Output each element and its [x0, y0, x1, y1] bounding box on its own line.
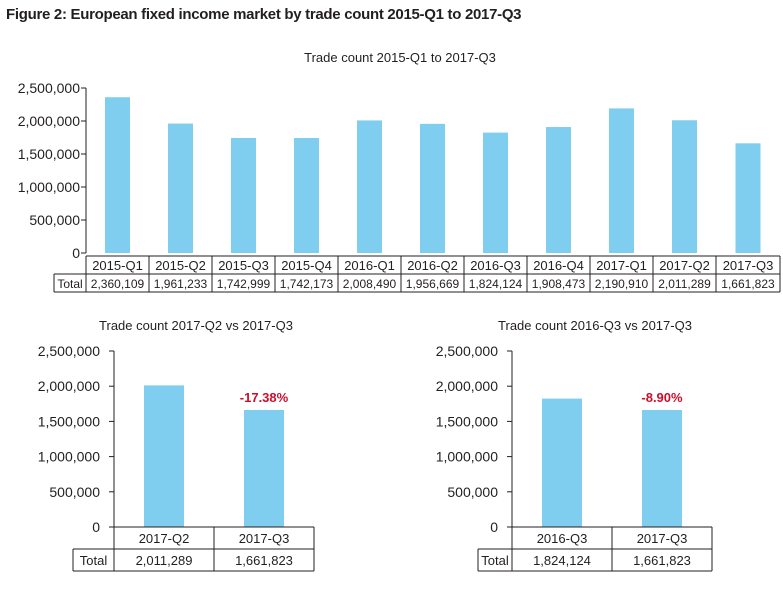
table-row-label: Total: [481, 553, 509, 568]
category-label: 2015-Q2: [155, 258, 206, 273]
bar-2016-Q4: [546, 127, 571, 253]
value-label: 2,011,289: [658, 277, 711, 291]
category-label: 2016-Q4: [533, 258, 584, 273]
y-tick-label: 1,500,000: [18, 146, 80, 162]
bar-2017-Q3: [735, 143, 761, 253]
value-label: 1,661,823: [235, 553, 293, 568]
y-tick-label: 1,500,000: [38, 413, 100, 429]
category-label: 2016-Q2: [407, 258, 458, 273]
table-row-label: Total: [57, 277, 82, 291]
bar-2016-Q1: [357, 120, 382, 253]
value-label: 2,190,910: [595, 277, 649, 291]
y-tick-label: 1,500,000: [436, 413, 498, 429]
value-label: 2,011,289: [136, 553, 193, 568]
value-label: 1,661,823: [721, 277, 775, 291]
chart-title: Trade count 2016-Q3 vs 2017-Q3: [498, 318, 692, 333]
value-label: 1,956,669: [406, 277, 460, 291]
category-label: 2017-Q3: [637, 531, 688, 546]
bar-2015-Q3: [231, 137, 256, 253]
category-label: 2017-Q1: [596, 258, 647, 273]
bar-2017-Q3: [244, 410, 284, 527]
table-row-label: Total: [80, 553, 108, 568]
category-label: 2016-Q1: [344, 258, 395, 273]
category-label: 2016-Q3: [470, 258, 521, 273]
value-label: 1,824,124: [533, 553, 591, 568]
bar-2016-Q2: [420, 123, 445, 253]
y-tick-label: 2,500,000: [38, 343, 100, 359]
category-label: 2017-Q2: [139, 531, 190, 546]
y-tick-label: 0: [72, 245, 80, 261]
bar-2017-Q2: [672, 120, 697, 253]
category-label: 2016-Q3: [537, 531, 588, 546]
y-tick-label: 0: [92, 519, 100, 535]
y-tick-label: 0: [490, 519, 498, 535]
category-label: 2017-Q2: [659, 258, 710, 273]
value-label: 1,661,823: [633, 553, 691, 568]
bar-2017-Q1: [609, 108, 634, 254]
value-label: 1,742,173: [280, 277, 334, 291]
y-tick-label: 2,500,000: [18, 80, 80, 96]
bar-2015-Q4: [294, 138, 319, 253]
category-label: 2017-Q3: [239, 531, 290, 546]
bar-2016-Q3: [542, 398, 582, 527]
y-tick-label: 500,000: [447, 484, 498, 500]
value-label: 1,824,124: [469, 277, 523, 291]
bar-2016-Q3: [483, 132, 508, 253]
value-label: 1,908,473: [532, 277, 586, 291]
chart-3: Trade count 2016-Q3 vs 2017-Q3 0 500,000 1,…: [436, 318, 692, 568]
chart-title: Trade count 2015-Q1 to 2017-Q3: [304, 50, 496, 65]
value-label: 1,742,999: [217, 277, 271, 291]
y-tick-label: 2,000,000: [436, 378, 498, 394]
y-tick-label: 2,000,000: [38, 378, 100, 394]
bar-2017-Q2: [144, 385, 184, 527]
y-tick-label: 500,000: [49, 484, 100, 500]
value-label: 2,360,109: [91, 277, 145, 291]
figure-title: Figure 2: European fixed income market b…: [6, 6, 522, 23]
y-tick-label: 1,000,000: [436, 449, 498, 465]
category-label: 2015-Q1: [92, 258, 143, 273]
y-tick-label: 2,000,000: [18, 113, 80, 129]
chart-1: Trade count 2015-Q1 to 2017-Q3 0 500,000 1,…: [18, 50, 775, 291]
chart-title: Trade count 2017-Q2 vs 2017-Q3: [99, 318, 293, 333]
y-tick-label: 1,000,000: [18, 179, 80, 195]
value-label: 2,008,490: [343, 277, 397, 291]
y-tick-label: 1,000,000: [38, 449, 100, 465]
category-label: 2015-Q3: [218, 258, 269, 273]
bar-2017-Q3: [642, 410, 682, 527]
value-label: 1,961,233: [154, 277, 208, 291]
change-annotation: -8.90%: [641, 390, 683, 405]
category-label: 2015-Q4: [281, 258, 332, 273]
y-tick-label: 2,500,000: [436, 343, 498, 359]
bar-2015-Q2: [168, 123, 193, 253]
change-annotation: -17.38%: [240, 390, 289, 405]
bar-2015-Q1: [105, 97, 130, 253]
category-label: 2017-Q3: [723, 258, 774, 273]
y-tick-label: 500,000: [29, 212, 80, 228]
chart-2: Trade count 2017-Q2 vs 2017-Q3 0 500,000 1,…: [38, 318, 293, 568]
